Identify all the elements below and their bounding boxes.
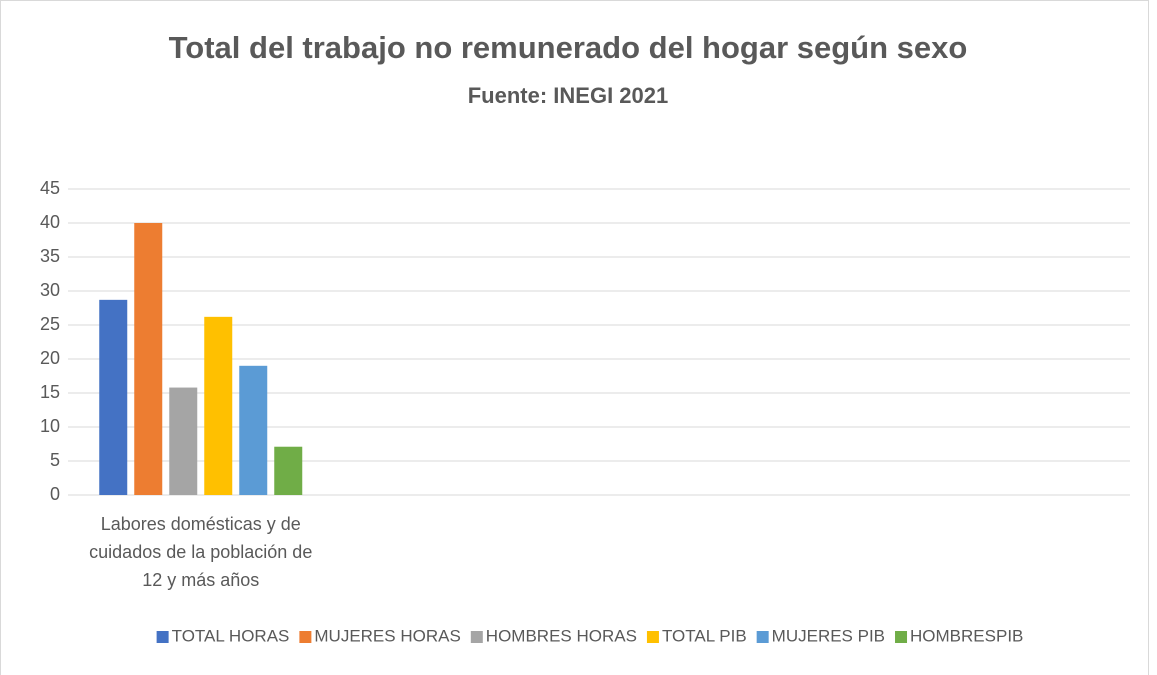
legend-label: TOTAL HORAS bbox=[172, 626, 290, 645]
legend-label: HOMBRESPIB bbox=[910, 626, 1023, 645]
bar bbox=[134, 223, 163, 495]
y-tick-label: 30 bbox=[40, 280, 60, 300]
y-tick-label: 15 bbox=[40, 382, 60, 402]
y-tick-label: 0 bbox=[50, 484, 60, 504]
y-tick-label: 10 bbox=[40, 416, 60, 436]
legend-label: MUJERES PIB bbox=[772, 626, 885, 645]
y-tick-label: 25 bbox=[40, 314, 60, 334]
legend-label: MUJERES HORAS bbox=[314, 626, 460, 645]
bar bbox=[99, 299, 128, 495]
bar bbox=[169, 387, 198, 495]
legend-swatch bbox=[299, 631, 312, 643]
legend-swatch bbox=[470, 631, 483, 643]
bar bbox=[204, 316, 233, 495]
bar bbox=[274, 446, 303, 495]
legend: TOTAL HORAS MUJERES HORAS HOMBRES HORAS TOT… bbox=[156, 626, 1023, 645]
legend-swatch bbox=[156, 631, 169, 643]
y-tick-label: 35 bbox=[40, 246, 60, 266]
y-tick-label: 45 bbox=[40, 178, 60, 198]
bar bbox=[239, 365, 268, 495]
chart-subtitle: Fuente: INEGI 2021 bbox=[468, 83, 669, 108]
x-tick-label-box: Labores domésticas y de cuidados de la p… bbox=[89, 514, 313, 590]
chart-title: Total del trabajo no remunerado del hoga… bbox=[169, 30, 968, 65]
y-tick-label: 5 bbox=[50, 450, 60, 470]
legend-swatch bbox=[756, 631, 769, 643]
y-tick-label: 40 bbox=[40, 212, 60, 232]
legend-label: TOTAL PIB bbox=[662, 626, 747, 645]
legend-swatch bbox=[895, 631, 908, 643]
legend-swatch bbox=[646, 631, 659, 643]
x-tick-label: Labores domésticas y de cuidados de la p… bbox=[89, 514, 313, 590]
y-tick-label: 20 bbox=[40, 348, 60, 368]
legend-label: HOMBRES HORAS bbox=[486, 626, 637, 645]
